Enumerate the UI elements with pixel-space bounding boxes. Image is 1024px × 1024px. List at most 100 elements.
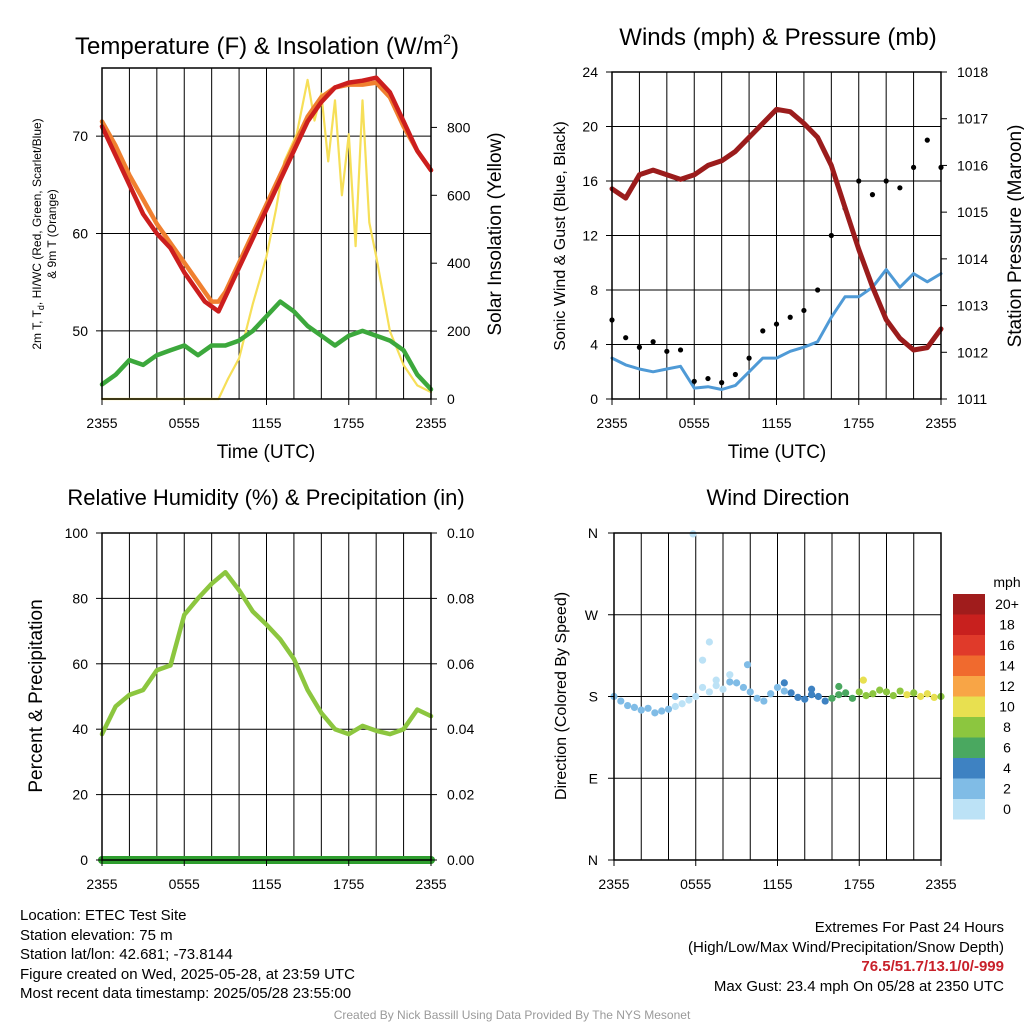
temperature-panel: Temperature (F) & Insolation (W/m2) 2355… bbox=[30, 31, 506, 463]
winds-y-axis-label: Sonic Wind & Gust (Blue, Black) bbox=[552, 121, 569, 350]
extremes-subheading: (High/Low/Max Wind/Precipitation/Snow De… bbox=[688, 938, 1004, 956]
humidity-xtick-label: 1155 bbox=[251, 876, 281, 892]
temperature-panel-title: Temperature (F) & Insolation (W/m2) bbox=[75, 31, 459, 60]
wind-direction-point bbox=[698, 656, 707, 664]
gust-point bbox=[719, 380, 725, 386]
wind-direction-point bbox=[855, 688, 863, 696]
wind-speed-legend-title: mph bbox=[993, 574, 1020, 590]
gust-point bbox=[897, 185, 903, 191]
wind-direction-point bbox=[689, 530, 697, 538]
insolation-ytick-label-right: 600 bbox=[447, 187, 471, 203]
legend-label: 12 bbox=[999, 678, 1015, 694]
gust-point bbox=[773, 321, 780, 327]
humidity-xtick-label: 2355 bbox=[86, 876, 117, 892]
gust-point bbox=[677, 347, 684, 353]
pressure-ytick-label-right: 1015 bbox=[957, 204, 988, 220]
legend-swatch bbox=[953, 758, 985, 779]
winds-ytick-label: 16 bbox=[582, 173, 598, 189]
wind-direction-point bbox=[637, 706, 645, 714]
credit-line: Created By Nick Bassill Using Data Provi… bbox=[333, 1008, 691, 1022]
wind-direction-point bbox=[780, 687, 788, 695]
wind-direction-gridlines bbox=[614, 533, 941, 860]
temperature-xtick-label: 1155 bbox=[251, 415, 281, 431]
gust-point bbox=[636, 344, 643, 350]
gust-point bbox=[815, 287, 821, 293]
extremes-info: Extremes For Past 24 Hours (High/Low/Max… bbox=[688, 918, 1004, 996]
wind-direction-point bbox=[644, 704, 652, 712]
gust-point bbox=[883, 178, 889, 184]
humidity-ticks: 2355 0555 1155 1755 2355 0 20 40 60 80 100 0.00 0.02… bbox=[65, 525, 475, 892]
winds-ytick-label: 24 bbox=[582, 64, 598, 80]
red-series-line bbox=[99, 75, 434, 314]
wind-direction-point bbox=[685, 696, 693, 704]
temperature-xtick-label: 1755 bbox=[333, 415, 364, 431]
blue-series-line bbox=[610, 268, 943, 391]
pressure-ytick-label-right: 1016 bbox=[957, 157, 988, 173]
legend-swatch bbox=[953, 614, 985, 635]
gust-point bbox=[760, 328, 766, 334]
insolation-ytick-label-right: 800 bbox=[447, 119, 471, 135]
wind-direction-point bbox=[814, 692, 822, 701]
wind-direction-point bbox=[801, 695, 809, 703]
winds-panel-title: Winds (mph) & Pressure (mb) bbox=[619, 24, 936, 51]
station-location: Location: ETEC Test Site bbox=[20, 907, 187, 924]
temperature-xtick-label: 2355 bbox=[86, 415, 117, 431]
gust-point bbox=[732, 371, 738, 378]
temperature-ticks: 2355 0555 1155 1755 2355 50 60 70 0 200 400 600 800 bbox=[72, 119, 470, 431]
gust-point bbox=[664, 348, 670, 354]
legend-label: 8 bbox=[1003, 719, 1011, 735]
gust-point bbox=[787, 314, 793, 320]
wind-direction-point bbox=[671, 692, 679, 701]
humidity-y-axis-label: Percent & Precipitation bbox=[26, 599, 47, 792]
legend-swatch bbox=[953, 696, 985, 717]
insolation-ytick-label-right: 0 bbox=[447, 391, 455, 407]
wind-direction-point bbox=[746, 688, 754, 696]
insolation-y-axis-label: Solar Insolation (Yellow) bbox=[485, 132, 506, 335]
wind-direction-point bbox=[923, 690, 931, 698]
legend-swatch bbox=[953, 655, 985, 676]
wind-direction-point bbox=[842, 689, 850, 697]
wind-direction-point bbox=[876, 686, 884, 694]
figure-created: Figure created on Wed, 2025-05-28, at 23… bbox=[20, 965, 355, 983]
winds-ytick-label: 20 bbox=[582, 119, 598, 135]
wind-direction-point bbox=[698, 683, 707, 692]
wind-direction-point bbox=[719, 685, 727, 693]
wind-direction-point bbox=[916, 692, 925, 701]
winds-x-axis-label: Time (UTC) bbox=[728, 442, 827, 463]
gust-point bbox=[856, 178, 862, 184]
humidity-ytick-label: 40 bbox=[72, 721, 88, 737]
wind-direction-point bbox=[705, 688, 713, 696]
winds-xtick-label: 2355 bbox=[925, 415, 956, 431]
wind-direction-point bbox=[794, 693, 802, 702]
winds-ticks: 2355 0555 1155 1755 2355 0 4 8 12 16 20 24 1011 1012 1… bbox=[582, 64, 988, 431]
humidity-panel: Relative Humidity (%) & Precipitation (i… bbox=[26, 485, 474, 892]
station-elevation: Station elevation: 75 m bbox=[20, 926, 173, 944]
gust-point bbox=[650, 339, 656, 345]
legend-label: 2 bbox=[1003, 781, 1011, 797]
wind-direction-point bbox=[692, 692, 700, 701]
winds-ytick-label: 12 bbox=[582, 228, 598, 244]
gust-point bbox=[910, 164, 917, 170]
winds-ytick-label: 8 bbox=[590, 282, 598, 298]
gust-point bbox=[623, 335, 629, 341]
wind-direction-point bbox=[882, 688, 891, 696]
pressure-ytick-label-right: 1012 bbox=[957, 344, 988, 360]
wind-direction-xtick-label: 1755 bbox=[844, 876, 875, 892]
maroon-series-line bbox=[609, 106, 944, 353]
legend-label: 6 bbox=[1003, 740, 1011, 756]
temperature-xtick-label: 2355 bbox=[415, 415, 446, 431]
wind-direction-point bbox=[896, 687, 904, 695]
wind-direction-ytick-label: N bbox=[588, 852, 598, 868]
humidity-xtick-label: 2355 bbox=[415, 876, 446, 892]
max-gust: Max Gust: 23.4 mph On 05/28 at 2350 UTC bbox=[713, 977, 1004, 995]
precipitation-ytick-label-right: 0.00 bbox=[447, 852, 474, 868]
station-latlon: Station lat/lon: 42.681; -73.8144 bbox=[20, 946, 233, 963]
legend-swatch bbox=[953, 778, 985, 799]
wind-direction-point bbox=[678, 700, 686, 708]
wind-direction-point bbox=[821, 697, 829, 705]
wind-direction-point bbox=[828, 694, 836, 702]
rh-series-line bbox=[99, 569, 434, 737]
temperature-y-axis-label-line2: & 9m T (Orange) bbox=[45, 189, 59, 279]
wind-speed-legend: mph 20+ 18 16 14 12 10 8 6 4 2 0 bbox=[953, 574, 1021, 820]
wind-direction-xtick-label: 1155 bbox=[762, 876, 792, 892]
